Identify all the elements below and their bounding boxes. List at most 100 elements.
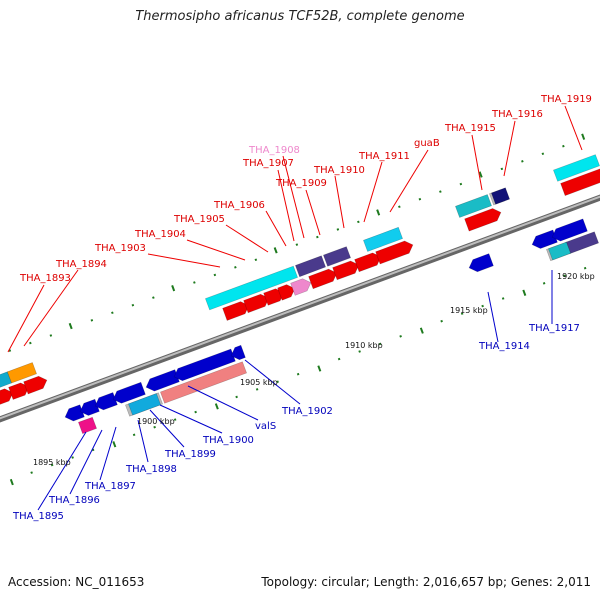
leader-line-forward [277, 169, 295, 242]
scale-tick [234, 266, 237, 269]
scale-tick [563, 274, 566, 278]
leader-line-forward [282, 155, 305, 239]
reverse-gene [230, 344, 246, 361]
leader-line-forward [7, 284, 45, 353]
gene-label-forward: THA_1907 [242, 158, 294, 169]
scale-label: 1895 kbp [33, 458, 71, 467]
gene-label-forward: THA_1904 [134, 229, 186, 240]
scale-tick [276, 380, 279, 384]
scale-tick [153, 425, 156, 429]
gene-label-reverse: THA_1897 [84, 481, 136, 492]
scale-tick [357, 220, 360, 224]
scale-tick [254, 258, 258, 262]
leader-line-reverse [137, 419, 149, 463]
leader-line-forward [186, 239, 246, 261]
scale-tick [273, 247, 278, 254]
gene-label-forward: THA_1905 [173, 214, 225, 225]
scale-tick [398, 205, 401, 209]
leader-line-forward [471, 134, 483, 191]
feature-block [78, 416, 97, 434]
leader-line-forward [334, 175, 345, 229]
gene-label-forward: THA_1906 [213, 200, 265, 211]
leader-line-reverse [37, 431, 87, 511]
scale-tick [29, 341, 32, 345]
leader-line-reverse [244, 359, 301, 405]
scale-tick [376, 209, 381, 216]
leader-line-forward [147, 253, 221, 268]
scale-tick [193, 281, 196, 284]
gene-label-reverse: THA_1898 [125, 464, 177, 475]
leader-line-forward [225, 224, 269, 253]
gene-label-forward: THA_1915 [444, 123, 496, 134]
scale-tick [481, 304, 484, 308]
forward-gene [375, 240, 414, 265]
forward-gene [277, 284, 296, 301]
leader-line-reverse [69, 429, 103, 495]
scale-ticks [8, 133, 587, 486]
scale-tick [171, 285, 176, 292]
gene-label-reverse: THA_1899 [164, 449, 216, 460]
scale-tick [439, 190, 442, 193]
feature-block [491, 187, 510, 205]
gene-label-forward: THA_1916 [491, 109, 543, 120]
scale-tick [583, 266, 587, 270]
gene-label-forward: THA_1903 [94, 243, 146, 254]
forward-gene [290, 278, 312, 296]
gene-label-reverse: THA_1914 [478, 341, 530, 352]
scale-label: 1905 kbp [240, 378, 278, 387]
gene-label-reverse: THA_1900 [202, 435, 254, 446]
backbone [0, 194, 600, 423]
feature-block [295, 255, 326, 278]
scale-tick [131, 303, 135, 307]
gene-label-reverse: valS [255, 421, 276, 432]
reverse-gene [468, 253, 494, 273]
gene-label-reverse: THA_1902 [281, 406, 333, 417]
scale-label: 1915 kbp [450, 306, 488, 315]
scale-tick [214, 403, 219, 410]
scale-tick [49, 334, 53, 337]
leader-line-forward [305, 189, 321, 236]
feature-block [553, 154, 600, 182]
scale-tick [235, 395, 238, 399]
scale-tick [541, 152, 545, 156]
leader-line-forward [503, 120, 516, 177]
gene-label-forward: THA_1894 [55, 259, 107, 270]
forward-gene [464, 208, 502, 232]
gene-label-forward: THA_1919 [540, 94, 592, 105]
scale-tick [500, 167, 504, 171]
scale-tick [419, 327, 424, 334]
genome-info-text: Topology: circular; Length: 2,016,657 bp… [261, 575, 591, 589]
gene-label-forward: THA_1909 [275, 178, 327, 189]
leader-line-reverse [99, 426, 117, 481]
scale-tick [152, 296, 155, 299]
scale-tick [581, 133, 586, 140]
scale-tick [501, 297, 505, 300]
scale-tick [213, 273, 217, 277]
forward-gene [23, 375, 48, 395]
scale-tick [358, 350, 361, 353]
label-leader-lines [7, 105, 583, 511]
gene-label-reverse: THA_1896 [48, 495, 100, 506]
leader-line-forward [23, 269, 79, 347]
gene-label-pseudo: THA_1908 [248, 145, 300, 156]
scale-tick [542, 282, 546, 285]
scale-tick [460, 312, 464, 315]
gene-features [0, 154, 600, 434]
scale-tick [68, 322, 73, 330]
scale-tick [295, 243, 299, 246]
scale-tick [378, 342, 382, 346]
reverse-gene [94, 392, 118, 411]
forward-gene [308, 268, 338, 290]
scale-tick [112, 441, 117, 448]
scale-tick [337, 357, 341, 361]
forward-gene [0, 388, 14, 405]
gene-label-forward: THA_1911 [358, 151, 410, 162]
scale-tick [522, 289, 527, 296]
scale-tick [9, 478, 14, 486]
scale-label: 1920 kbp [557, 272, 595, 281]
scale-tick [336, 228, 340, 231]
accession-text: Accession: NC_011653 [8, 575, 145, 589]
reverse-gene [531, 229, 558, 249]
scale-label: 1900 kbp [137, 417, 175, 426]
